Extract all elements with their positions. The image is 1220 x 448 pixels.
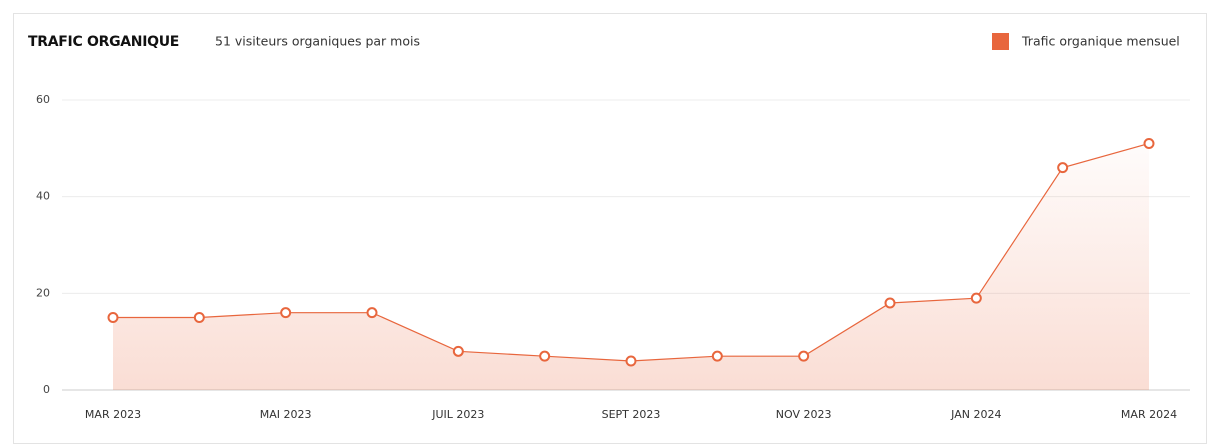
legend-swatch — [992, 33, 1009, 50]
x-tick-label: MAR 2023 — [85, 408, 141, 421]
x-tick-label: SEPT 2023 — [602, 408, 661, 421]
point — [798, 350, 810, 362]
point — [1057, 162, 1069, 174]
x-tick-label: JUIL 2023 — [431, 408, 484, 421]
point — [452, 345, 464, 357]
x-tick-label: MAR 2024 — [1121, 408, 1177, 421]
x-tick-label: JAN 2024 — [950, 408, 1001, 421]
point — [711, 350, 723, 362]
x-tick-label: MAI 2023 — [260, 408, 312, 421]
point — [970, 292, 982, 304]
point — [625, 355, 637, 367]
point — [1143, 138, 1155, 149]
point — [107, 312, 119, 323]
y-tick-label: 60 — [36, 93, 50, 106]
point — [539, 350, 551, 362]
chart-title: TRAFIC ORGANIQUE — [28, 34, 179, 50]
y-tick-label: 40 — [36, 190, 50, 203]
point — [193, 312, 205, 323]
point — [280, 307, 292, 319]
point — [884, 297, 896, 309]
y-tick-label: 0 — [43, 383, 50, 396]
area — [113, 143, 1149, 390]
y-tick-label: 20 — [36, 286, 50, 299]
x-tick-label: NOV 2023 — [776, 408, 832, 421]
legend-label: Trafic organique mensuel — [1021, 34, 1180, 49]
chart-subtitle: 51 visiteurs organiques par mois — [215, 34, 420, 49]
point — [366, 307, 378, 319]
